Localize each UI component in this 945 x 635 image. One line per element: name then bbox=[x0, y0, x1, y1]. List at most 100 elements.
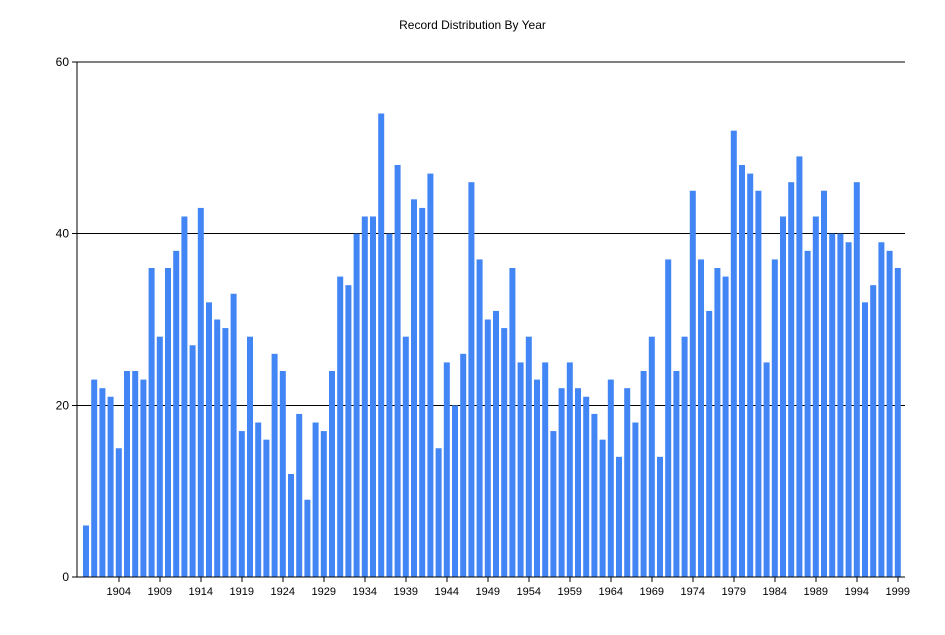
bar bbox=[402, 336, 409, 577]
y-tick-label: 40 bbox=[56, 227, 70, 241]
x-tick-label: 1914 bbox=[189, 586, 213, 598]
x-tick-label: 1909 bbox=[148, 586, 172, 598]
bar bbox=[460, 353, 467, 577]
bar bbox=[755, 190, 762, 577]
bar bbox=[304, 499, 311, 577]
bar bbox=[599, 439, 606, 577]
bar bbox=[452, 405, 458, 577]
bar bbox=[739, 165, 745, 577]
bar bbox=[583, 396, 590, 577]
bar bbox=[214, 319, 221, 577]
bar bbox=[509, 268, 516, 577]
bar bbox=[870, 285, 877, 577]
y-tick-label: 0 bbox=[62, 570, 69, 584]
y-tick-label: 60 bbox=[56, 55, 70, 69]
bar bbox=[534, 379, 540, 577]
bar bbox=[878, 242, 885, 577]
bar bbox=[845, 242, 852, 577]
bar bbox=[378, 113, 385, 577]
x-tick-label: 1949 bbox=[476, 586, 500, 598]
bar bbox=[698, 259, 704, 577]
bar bbox=[435, 448, 442, 577]
bar bbox=[91, 379, 98, 577]
bar bbox=[206, 302, 212, 577]
bar bbox=[862, 302, 868, 577]
bar bbox=[632, 422, 639, 577]
x-tick-label: 1989 bbox=[804, 586, 828, 598]
bar bbox=[107, 396, 114, 577]
bar bbox=[886, 250, 893, 578]
bar bbox=[271, 353, 278, 577]
bar bbox=[484, 319, 491, 577]
bar bbox=[829, 233, 836, 577]
bar bbox=[665, 259, 672, 577]
bar bbox=[493, 310, 499, 577]
bar bbox=[156, 336, 163, 577]
bar bbox=[673, 371, 680, 577]
bar bbox=[99, 388, 106, 577]
bar bbox=[140, 379, 147, 577]
bar bbox=[837, 233, 844, 577]
bar bbox=[320, 431, 327, 577]
bar bbox=[173, 250, 180, 578]
bar bbox=[730, 130, 737, 577]
bar bbox=[443, 362, 450, 577]
bar bbox=[821, 190, 827, 577]
bar bbox=[279, 371, 286, 577]
bar bbox=[370, 216, 376, 577]
bar bbox=[607, 379, 614, 577]
bar bbox=[689, 190, 696, 577]
bar bbox=[591, 413, 598, 577]
x-tick-label: 1934 bbox=[353, 586, 377, 598]
bar bbox=[894, 268, 901, 577]
bar bbox=[722, 276, 729, 577]
x-tick-label: 1919 bbox=[230, 586, 254, 598]
x-tick-label: 1904 bbox=[107, 586, 131, 598]
bar bbox=[222, 328, 229, 577]
chart-title: Record Distribution By Year bbox=[399, 18, 546, 32]
x-tick-label: 1994 bbox=[845, 586, 869, 598]
bar bbox=[476, 259, 483, 577]
bar bbox=[353, 233, 360, 577]
bar bbox=[550, 431, 557, 577]
bar bbox=[247, 336, 253, 577]
bar bbox=[361, 216, 368, 577]
bar bbox=[312, 422, 319, 577]
bar bbox=[517, 362, 524, 577]
x-tick-label: 1969 bbox=[640, 586, 664, 598]
bar bbox=[501, 328, 508, 577]
x-tick-label: 1999 bbox=[886, 586, 910, 598]
x-tick-label: 1959 bbox=[558, 586, 582, 598]
bar bbox=[771, 259, 778, 577]
bar bbox=[812, 216, 819, 577]
x-tick-label: 1984 bbox=[763, 586, 787, 598]
bar bbox=[747, 173, 754, 578]
bar bbox=[124, 371, 130, 577]
x-tick-label: 1974 bbox=[681, 586, 705, 598]
bar bbox=[165, 268, 171, 577]
bar bbox=[394, 165, 401, 577]
bar bbox=[263, 439, 270, 577]
bar bbox=[115, 448, 122, 577]
bar bbox=[706, 310, 713, 577]
x-tick-label: 1944 bbox=[435, 586, 459, 598]
bar bbox=[238, 431, 245, 577]
bar bbox=[427, 173, 434, 578]
bar bbox=[230, 293, 237, 577]
bar bbox=[542, 362, 549, 577]
x-tick-label: 1929 bbox=[312, 586, 336, 598]
bar bbox=[681, 336, 688, 577]
bar bbox=[181, 216, 188, 577]
bar bbox=[648, 336, 655, 577]
bar bbox=[657, 456, 663, 577]
bar bbox=[148, 268, 155, 577]
x-tick-label: 1939 bbox=[394, 586, 418, 598]
bar bbox=[624, 388, 631, 577]
bar bbox=[419, 207, 426, 577]
y-tick-label: 20 bbox=[56, 398, 70, 412]
bar bbox=[616, 456, 622, 577]
bar bbox=[329, 371, 335, 577]
bar bbox=[566, 362, 573, 577]
bar bbox=[296, 413, 303, 577]
